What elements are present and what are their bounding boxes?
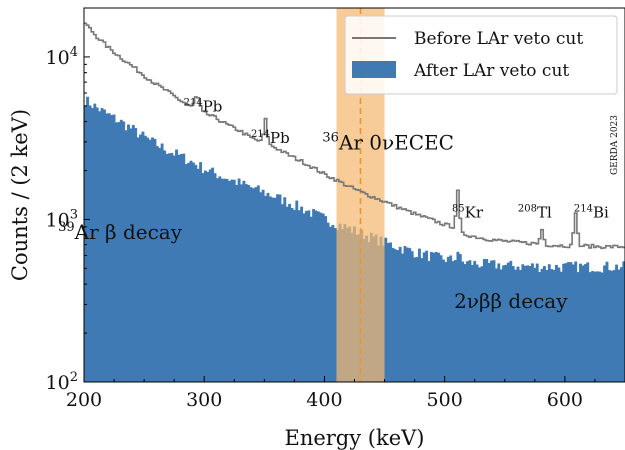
annotation-ar39: 39Ar β decay [58, 220, 183, 244]
annotation-kr85: 85Kr [452, 203, 484, 221]
x-tick-label: 400 [306, 389, 342, 411]
x-tick-label: 300 [186, 389, 222, 411]
y-axis-title: Counts / (2 keV) [8, 109, 32, 281]
y-axis: 102 103 104 [46, 7, 90, 394]
x-tick-label: 600 [547, 389, 583, 411]
x-tick-label: 200 [66, 389, 102, 411]
legend-before-label: Before LAr veto cut [414, 29, 583, 49]
legend-after-swatch [352, 61, 396, 78]
annotation-ar36: 36Ar 0νECEC [322, 130, 454, 154]
x-tick-label: 500 [427, 389, 463, 411]
annotation-tl208: 208Tl [518, 203, 552, 221]
y-tick-label: 103 [46, 207, 78, 231]
annotation-bi214: 214Bi [574, 203, 609, 221]
legend-after-label: After LAr veto cut [413, 61, 569, 81]
annotations: 214Pb 214Pb 85Kr 208Tl 214Bi 39Ar β decay 36Ar… [58, 98, 609, 313]
y-tick-label: 102 [46, 370, 78, 394]
annotation-pb214_1: 214Pb [184, 98, 223, 116]
annotation-twonubb: 2νββ decay [454, 289, 568, 313]
watermark: GERDA 2023 [610, 115, 620, 175]
y-tick-label: 104 [46, 45, 78, 69]
legend: Before LAr veto cut After LAr veto cut [344, 15, 618, 95]
legend-box [344, 15, 618, 95]
annotation-pb214_2: 214Pb [251, 129, 290, 147]
before-veto-histogram [84, 22, 625, 250]
x-axis-title: Energy (keV) [284, 426, 424, 450]
x-axis: 200 300 400 500 600 [66, 376, 596, 411]
